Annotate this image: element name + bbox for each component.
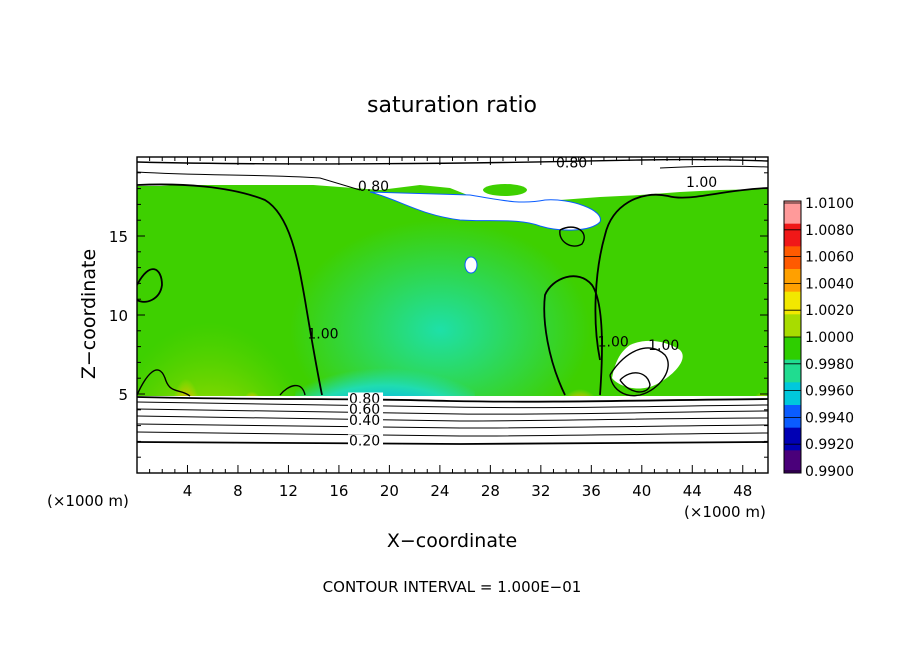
contour-label: 0.80 bbox=[556, 155, 587, 171]
contour-label: 1.00 bbox=[307, 327, 338, 343]
colorbar-swatch bbox=[784, 269, 801, 293]
green-hole bbox=[483, 184, 527, 196]
colorbar-label: 1.0040 bbox=[805, 276, 854, 292]
contour-label: 1.00 bbox=[598, 335, 629, 351]
x-tick-label: 40 bbox=[632, 482, 651, 500]
contour-label: 1.00 bbox=[686, 175, 717, 191]
y-tick-label: 5 bbox=[118, 386, 128, 404]
colorbar-swatch bbox=[784, 450, 801, 474]
colorbar-swatch bbox=[784, 314, 801, 338]
colorbar-label: 1.0100 bbox=[805, 196, 854, 212]
contour-label-bg bbox=[348, 402, 384, 417]
white-patch bbox=[464, 256, 478, 274]
y-axis-title: Z−coordinate bbox=[78, 249, 100, 379]
x-tick-label: 24 bbox=[430, 482, 449, 500]
x-tick-label: 28 bbox=[481, 482, 500, 500]
colorbar-label: 1.0060 bbox=[805, 250, 854, 266]
colorbar-label: 1.0000 bbox=[805, 330, 854, 346]
x-tick-label: 36 bbox=[582, 482, 601, 500]
colorbar-swatch bbox=[784, 427, 801, 451]
colorbar-swatch bbox=[784, 291, 801, 315]
subsaturated-contours bbox=[137, 396, 768, 445]
x-axis-title: X−coordinate bbox=[387, 530, 517, 552]
colorbar-label: 0.9920 bbox=[805, 437, 854, 453]
y-axis: 5 10 15 bbox=[109, 172, 768, 458]
colorbar-swatch bbox=[784, 201, 801, 225]
colorbar-swatch bbox=[784, 223, 801, 247]
x-tick-label: 32 bbox=[531, 482, 550, 500]
upper-white-cloud bbox=[137, 157, 768, 203]
colorbar-label: 1.0080 bbox=[805, 223, 854, 239]
x-tick-label: 48 bbox=[733, 482, 752, 500]
contour-label: 1.00 bbox=[648, 338, 679, 354]
colorbar-swatch bbox=[784, 359, 801, 383]
colorbar-label: 0.9900 bbox=[805, 464, 854, 480]
x-axis: 4 8 12 16 20 24 28 32 36 40 44 48 bbox=[149, 157, 756, 500]
x-tick-label: 8 bbox=[233, 482, 243, 500]
contour-label: 0.80 bbox=[358, 179, 389, 195]
y-tick-label: 15 bbox=[109, 228, 128, 246]
contour-label: 0.60 bbox=[349, 402, 380, 418]
x-tick-label: 44 bbox=[683, 482, 702, 500]
x-tick-label: 12 bbox=[279, 482, 298, 500]
x-tick-label: 16 bbox=[329, 482, 348, 500]
contour-interval-note: CONTOUR INTERVAL = 1.000E−01 bbox=[323, 578, 582, 596]
x-unit-label: (×1000 m) bbox=[684, 503, 766, 521]
contour-lines bbox=[137, 158, 768, 397]
contour-label-bg bbox=[348, 434, 384, 449]
colorbar-swatch bbox=[784, 246, 801, 270]
colorbar-legend: 1.0100 1.0080 1.0060 1.0040 1.0020 1.0000 0.99… bbox=[783, 196, 854, 480]
y-unit-label: (×1000 m) bbox=[47, 492, 129, 510]
colorbar-label: 0.9960 bbox=[805, 384, 854, 400]
colorbar-swatch bbox=[784, 337, 801, 361]
colorbar-label: 0.9980 bbox=[805, 357, 854, 373]
y-tick-label: 10 bbox=[109, 307, 128, 325]
plot-area bbox=[137, 157, 768, 473]
contour-label: 0.20 bbox=[349, 433, 380, 449]
white-cloud-plume bbox=[369, 191, 601, 231]
contour-label: 0.40 bbox=[349, 413, 380, 429]
colorbar-label: 0.9940 bbox=[805, 410, 854, 426]
x-tick-label: 20 bbox=[380, 482, 399, 500]
chart-title: saturation ratio bbox=[367, 93, 537, 118]
x-tick-label: 4 bbox=[183, 482, 193, 500]
contour-labels: 0.800.80 1.001.00 1.00 1.000.800.600.400.20 bbox=[307, 155, 717, 449]
colorbar-swatch bbox=[784, 382, 801, 406]
colorbar-label: 1.0020 bbox=[805, 303, 854, 319]
contour-label-bg bbox=[348, 413, 384, 428]
colorbar-swatch bbox=[784, 405, 801, 429]
